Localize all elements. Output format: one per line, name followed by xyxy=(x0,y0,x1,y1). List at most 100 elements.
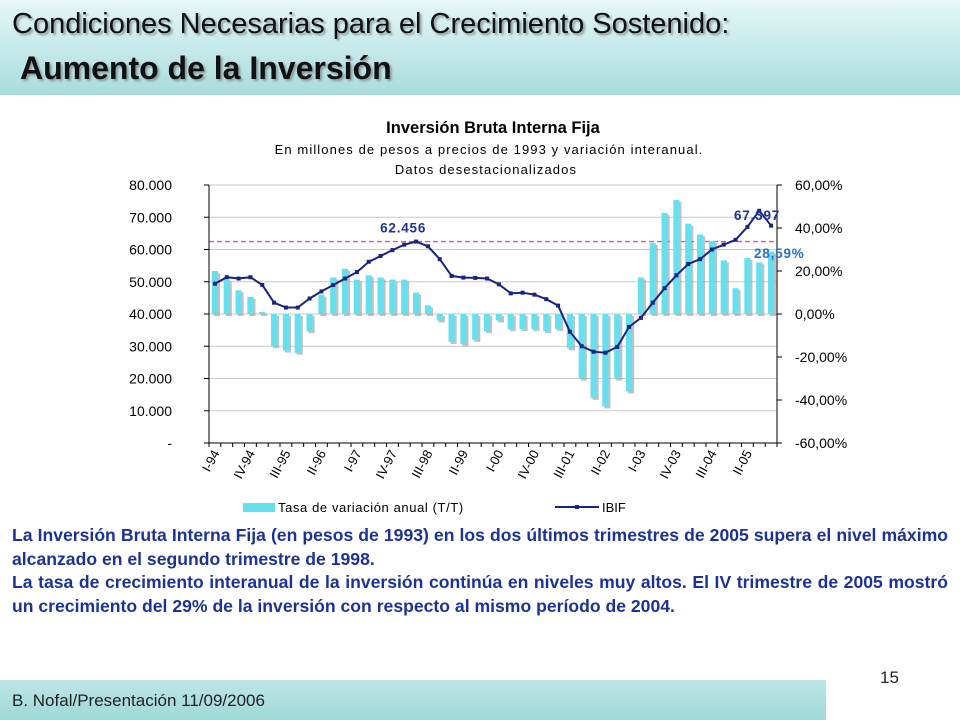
x-tick-label: I-03 xyxy=(625,447,649,474)
ibif-point xyxy=(272,300,277,305)
page-number: 15 xyxy=(880,668,899,687)
ibif-point xyxy=(485,276,490,281)
bar xyxy=(649,243,656,314)
ibif-point xyxy=(366,259,371,264)
left-axis-tick-label: 80.000 xyxy=(129,177,172,193)
bar xyxy=(294,314,301,353)
ibif-point xyxy=(769,223,774,228)
bar xyxy=(744,258,751,314)
ibif-chart: Inversión Bruta Interna Fija En millones … xyxy=(129,119,847,515)
legend-label-line: IBIF xyxy=(602,500,626,515)
ibif-point xyxy=(603,350,608,355)
bar xyxy=(259,311,266,314)
bar xyxy=(768,251,775,314)
bar xyxy=(223,279,230,314)
left-axis-tick-label: 10.000 xyxy=(129,403,172,419)
x-tick-label: III-98 xyxy=(408,447,435,480)
body-text: La Inversión Bruta Interna Fija (en peso… xyxy=(12,524,948,618)
bar xyxy=(211,271,218,314)
bar xyxy=(318,294,325,314)
bar xyxy=(235,290,242,314)
ibif-point xyxy=(283,305,288,310)
ibif-point xyxy=(461,275,466,280)
bar xyxy=(413,292,420,314)
bar-shadow xyxy=(261,313,268,316)
x-tick-label: IV-94 xyxy=(231,447,258,481)
bar xyxy=(448,314,455,342)
footer-bar: B. Nofal/Presentación 11/09/2006 xyxy=(0,680,826,720)
bar xyxy=(543,314,550,332)
bar xyxy=(673,200,680,314)
ibif-point xyxy=(307,296,312,301)
x-tick-label: II-05 xyxy=(730,447,755,477)
bar xyxy=(389,279,396,314)
footer-text: B. Nofal/Presentación 11/09/2006 xyxy=(12,691,265,710)
left-axis-tick-label: 30.000 xyxy=(129,338,172,354)
ibif-point xyxy=(212,281,217,286)
ibif-point xyxy=(579,344,584,349)
x-tick-label: II-02 xyxy=(588,447,613,477)
ibif-point xyxy=(449,273,454,278)
ibif-point xyxy=(390,248,395,253)
right-axis-tick-label: 40,00% xyxy=(795,220,842,236)
chart-title: Inversión Bruta Interna Fija xyxy=(386,119,600,137)
ibif-point xyxy=(627,324,632,329)
ibif-point xyxy=(567,329,572,334)
right-axis-tick-label: -40,00% xyxy=(795,392,847,408)
bar xyxy=(353,279,360,314)
right-axis-tick-label: -20,00% xyxy=(795,349,847,365)
ibif-point xyxy=(674,273,679,278)
ibif-point xyxy=(402,242,407,247)
left-axis-tick-label: 40.000 xyxy=(129,306,172,322)
ibif-point xyxy=(331,282,336,287)
bar xyxy=(519,314,526,330)
bar xyxy=(697,234,704,314)
ibif-point xyxy=(544,297,549,302)
ibif-point xyxy=(615,344,620,349)
x-tick-label: I-00 xyxy=(483,447,507,474)
last-value-label: 67.397 xyxy=(734,208,780,223)
ibif-point xyxy=(248,275,253,280)
bar xyxy=(720,260,727,314)
bar xyxy=(555,314,562,330)
bar xyxy=(661,212,668,314)
body-paragraph-1: La Inversión Bruta Interna Fija (en peso… xyxy=(12,525,948,569)
x-tick-label: II-99 xyxy=(446,447,471,477)
ibif-point xyxy=(414,239,419,244)
ibif-point xyxy=(260,282,265,287)
left-axis-tick-label: 20.000 xyxy=(129,371,172,387)
left-axis-tick-label: 60.000 xyxy=(129,242,172,258)
ibif-point xyxy=(508,291,513,296)
header-banner: Condiciones Necesarias para el Crecimien… xyxy=(0,0,960,95)
bar xyxy=(637,277,644,314)
bar xyxy=(247,296,254,314)
ibif-point xyxy=(638,315,643,320)
ibif-point xyxy=(733,237,738,242)
bar xyxy=(377,277,384,314)
left-axis-tick-label: 50.000 xyxy=(129,274,172,290)
ibif-point xyxy=(591,349,596,354)
ibif-point xyxy=(721,242,726,247)
bar xyxy=(330,277,337,314)
last-rate-label: 28,59% xyxy=(754,246,805,261)
bar xyxy=(460,314,467,345)
ibif-point xyxy=(437,257,442,262)
bar xyxy=(282,314,289,351)
x-tick-label: IV-00 xyxy=(515,447,542,481)
ibif-point xyxy=(378,253,383,258)
bar xyxy=(472,314,479,340)
ibif-point xyxy=(295,305,300,310)
ibif-point xyxy=(686,262,691,267)
x-tick-label: III-95 xyxy=(266,447,293,480)
bar xyxy=(531,314,538,330)
left-axis-tick-label: - xyxy=(167,435,172,451)
ibif-point xyxy=(745,224,750,229)
ibif-point xyxy=(354,270,359,275)
bar xyxy=(401,279,408,314)
chart-subtitle-2: Datos desestacionalizados xyxy=(395,162,577,177)
body-paragraph-2: La tasa de crecimiento interanual de la … xyxy=(12,572,948,616)
ibif-point xyxy=(425,244,430,249)
bar xyxy=(365,275,372,314)
x-tick-label: IV-97 xyxy=(373,447,400,481)
x-tick-label: I-97 xyxy=(341,447,365,474)
